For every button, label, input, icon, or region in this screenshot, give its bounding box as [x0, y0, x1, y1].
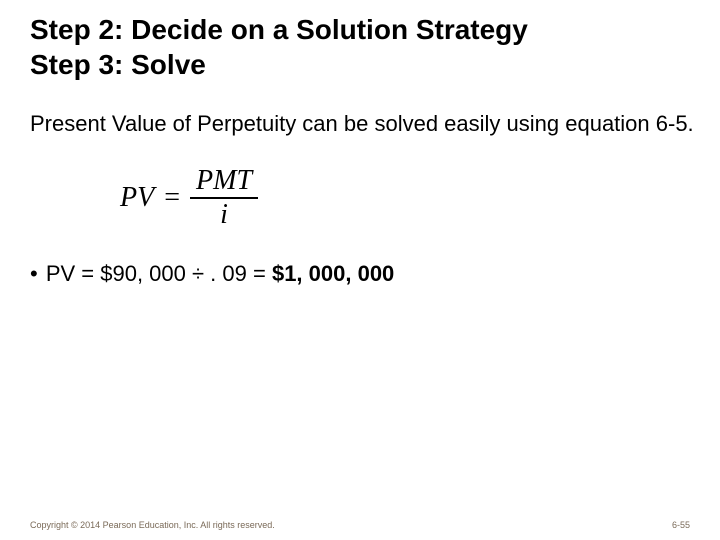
title-line-2: Step 3: Solve — [30, 47, 700, 82]
copyright-text: Copyright © 2014 Pearson Education, Inc.… — [30, 520, 275, 530]
slide-title-block: Step 2: Decide on a Solution Strategy St… — [0, 0, 720, 82]
formula-equals: = — [164, 182, 180, 214]
calculation-line: • PV = $90, 000 ÷ . 09 = $1, 000, 000 — [0, 229, 720, 287]
formula-area: PV = PMT i — [0, 139, 720, 229]
formula-fraction: PMT i — [190, 167, 258, 229]
formula-lhs: PV — [120, 182, 154, 214]
slide-footer: Copyright © 2014 Pearson Education, Inc.… — [0, 520, 720, 530]
bullet-icon: • — [30, 261, 38, 286]
formula-numerator: PMT — [190, 167, 258, 199]
formula-denominator: i — [214, 199, 234, 229]
formula: PV = PMT i — [120, 167, 720, 229]
body-paragraph: Present Value of Perpetuity can be solve… — [0, 82, 720, 139]
title-line-1: Step 2: Decide on a Solution Strategy — [30, 12, 700, 47]
calculation-expression: PV = $90, 000 ÷ . 09 = — [46, 261, 272, 286]
calculation-result: $1, 000, 000 — [272, 261, 394, 286]
page-number: 6-55 — [672, 520, 690, 530]
